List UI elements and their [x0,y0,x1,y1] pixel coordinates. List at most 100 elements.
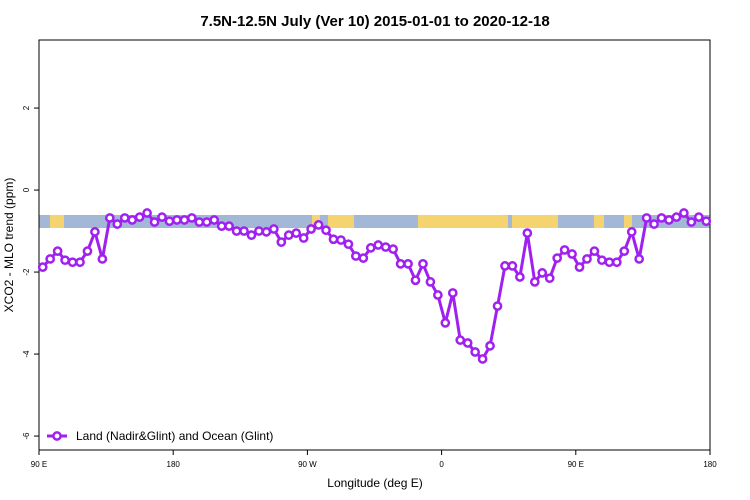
data-point [626,227,637,237]
data-point [291,228,302,238]
data-point [470,347,480,357]
data-point [559,245,570,255]
data-point [462,338,473,348]
data-point [134,212,145,222]
data-point [395,259,406,269]
data-point [239,226,249,236]
data-point [589,246,600,256]
data-point [447,288,458,298]
data-point [522,228,533,238]
data-point [60,255,70,266]
data-point [537,268,548,278]
data-point [231,226,242,236]
x-tick-label: 90 W [298,460,317,469]
data-point [276,237,287,247]
x-tick-label: 0 [439,460,444,469]
land-patch [512,215,558,228]
data-point [269,224,279,234]
data-point [127,215,138,225]
data-point [254,226,264,236]
data-point [619,246,630,256]
y-tick-label: -4 [22,350,31,358]
data-point [321,225,331,236]
data-point [52,246,63,256]
data-point [104,213,115,223]
data-point [664,215,674,225]
y-tick-label: 2 [22,105,31,110]
x-tick-label: 180 [703,460,717,469]
data-point [246,230,257,241]
data-point [410,275,421,286]
data-point [500,261,510,271]
legend-label: Land (Nadir&Glint) and Ocean (Glint) [76,429,273,443]
y-tick-label: 0 [22,187,31,192]
data-point [529,277,540,287]
data-point [179,215,190,225]
data-point [149,217,160,227]
data-point [671,212,682,222]
data-point [455,335,466,345]
data-point [679,208,689,218]
data-point [75,257,85,268]
data-point [67,257,78,268]
data-point [142,208,152,218]
series-line [41,211,707,361]
y-tick-label: -2 [22,268,31,276]
data-point [298,233,309,243]
data-point [380,242,391,252]
data-point [656,213,667,223]
data-point [365,243,376,253]
data-point [597,255,607,266]
data-point [201,217,212,227]
data-point [425,277,436,287]
data-point [418,259,428,269]
data-point [224,221,234,231]
data-point [477,354,488,364]
x-axis-label: Longitude (deg E) [327,476,422,490]
y-tick-label: -6 [22,432,31,440]
data-point [358,253,369,263]
data-point [403,259,413,269]
data-point [701,216,712,227]
data-point [261,227,272,237]
data-point [515,272,525,282]
data-point [492,301,503,311]
data-point [186,213,197,223]
data-point [440,318,451,328]
chart-title: 7.5N-12.5N July (Ver 10) 2015-01-01 to 2… [200,13,549,30]
data-point [351,251,361,261]
data-point [328,234,339,245]
data-point [306,224,316,234]
data-point [157,212,167,222]
data-point [388,244,398,254]
land-patch [328,215,354,228]
data-point [433,290,443,300]
x-tick-label: 90 E [568,460,584,469]
land-patch [594,215,604,228]
data-point [37,262,48,272]
data-point [507,261,518,271]
x-tick-label: 180 [167,460,181,469]
data-point [343,239,354,250]
data-point [552,253,563,263]
data-point [336,235,346,245]
data-point [611,257,622,268]
data-point [634,254,645,264]
data-point [641,213,652,223]
plot-frame [38,39,711,451]
land-patch [418,215,508,228]
data-point [313,220,324,230]
data-point [649,219,659,229]
data-point [283,230,294,241]
legend-marker [52,431,62,441]
data-point [45,254,56,264]
data-point [567,249,577,259]
data-point [97,254,108,264]
data-point [582,254,592,264]
land-patch [50,215,64,228]
data-point [90,227,100,237]
data-point [604,257,615,268]
data-point [194,217,205,227]
data-point [216,221,227,231]
